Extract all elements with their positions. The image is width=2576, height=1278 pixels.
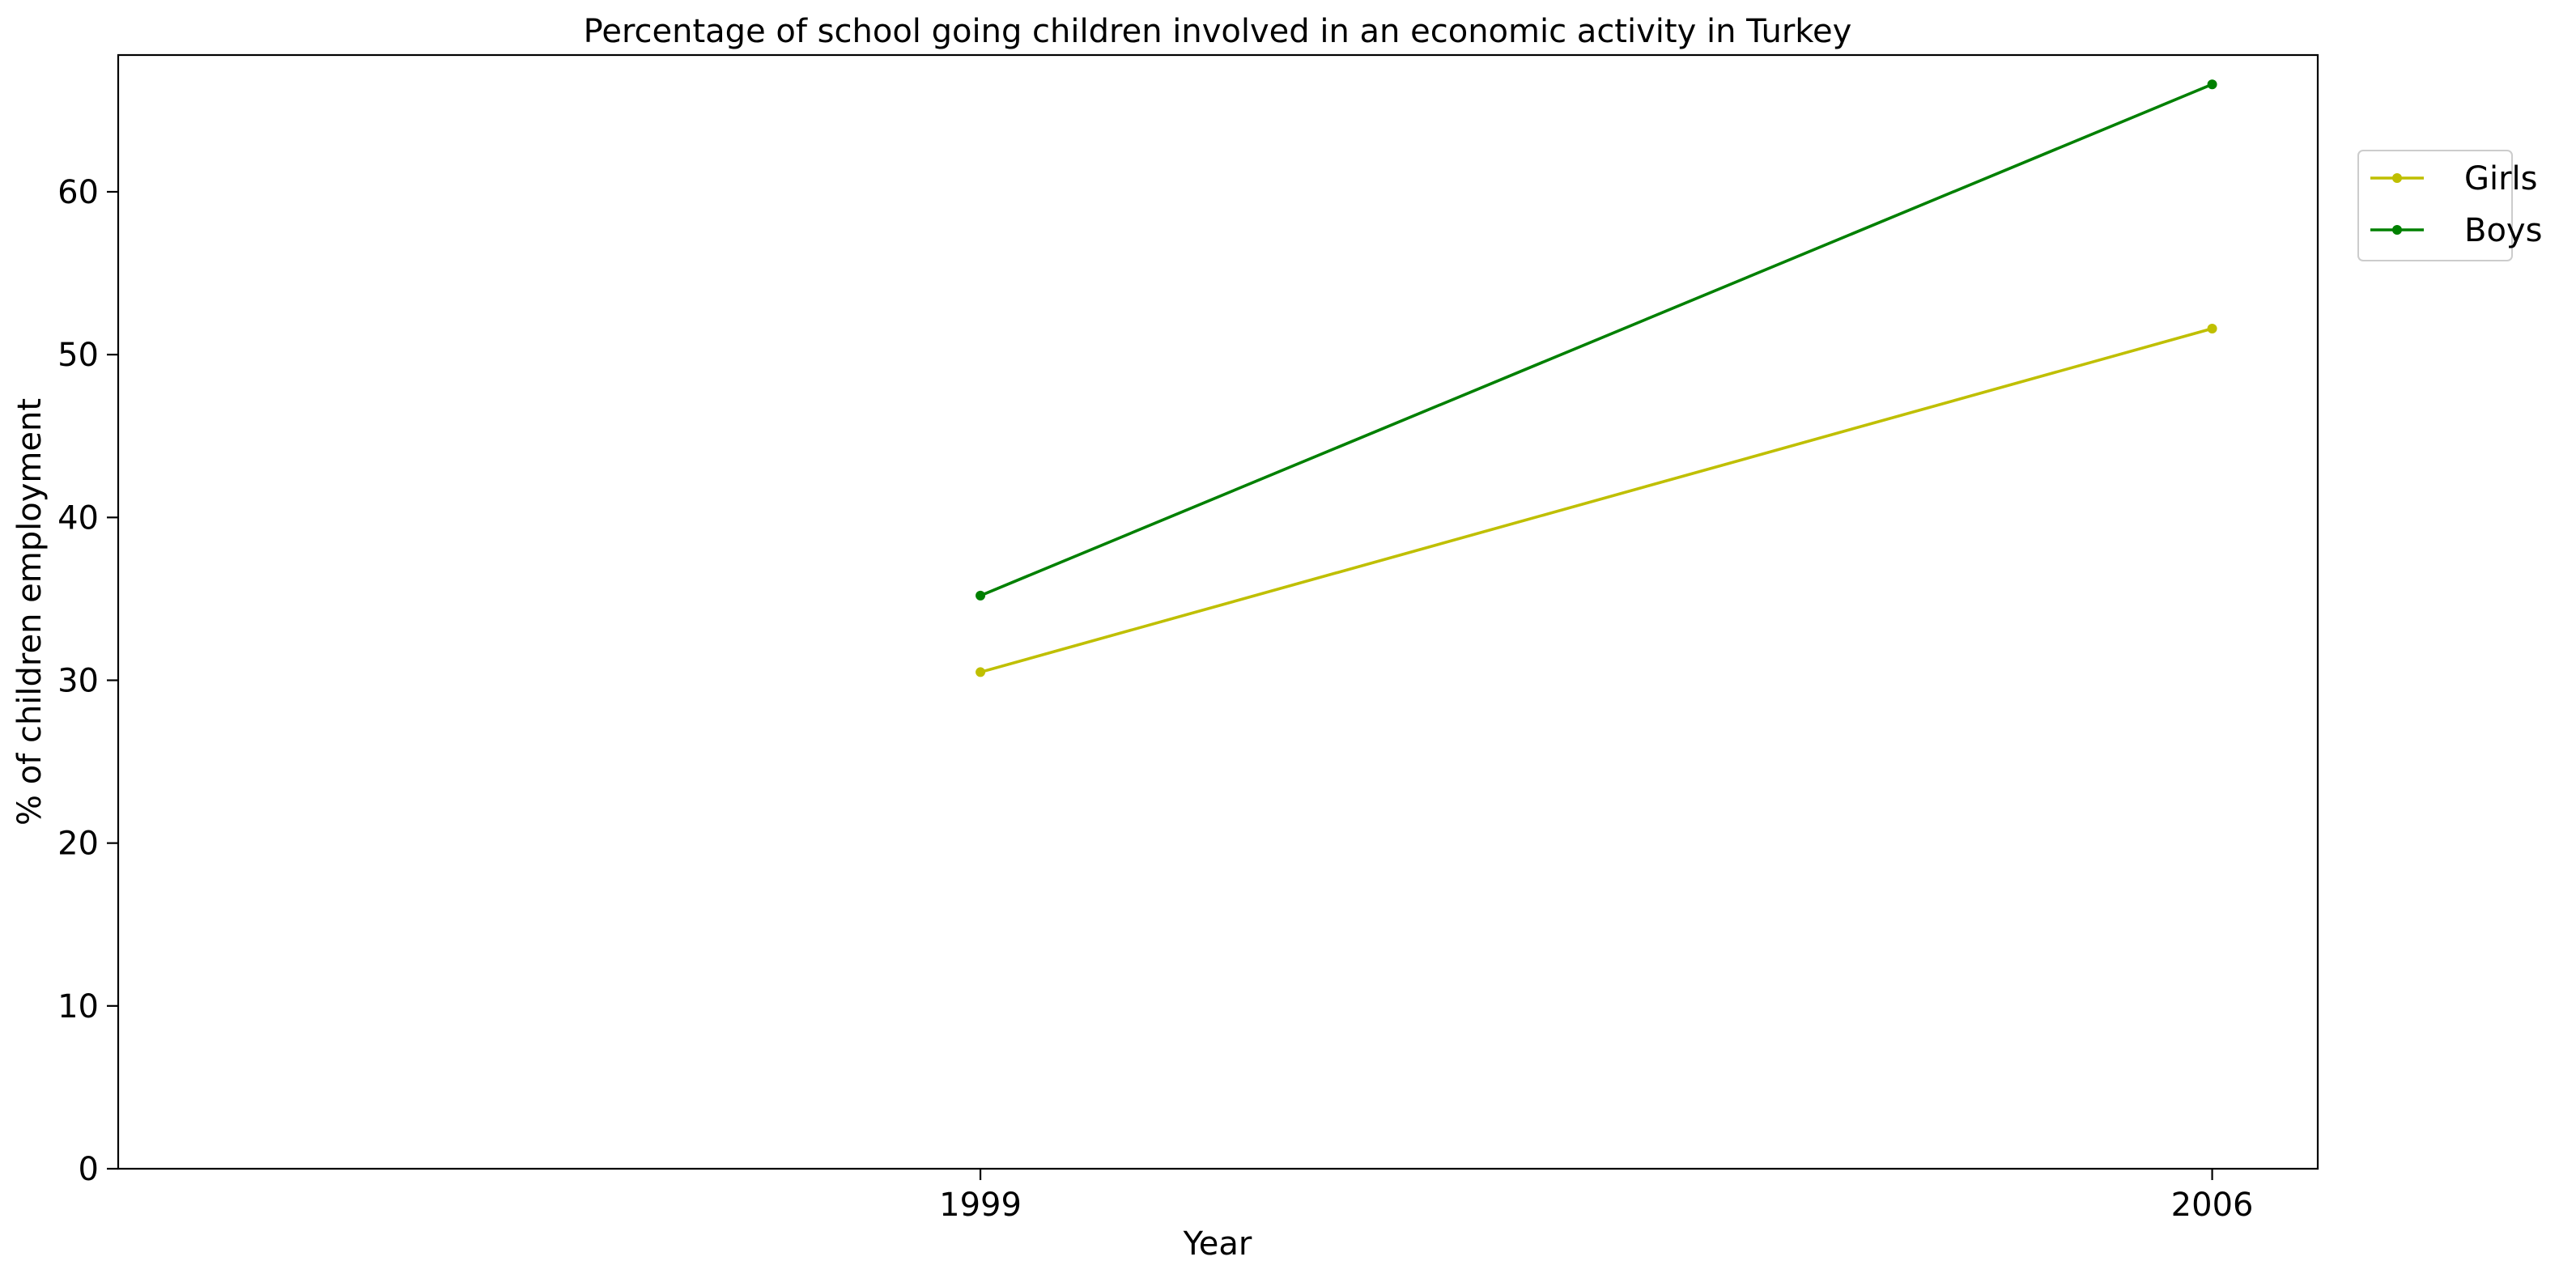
legend-marker-girls (2392, 173, 2402, 183)
legend-items: Girls Boys (2370, 160, 2542, 249)
y-tick-label: 10 (57, 988, 99, 1025)
chart-title: Percentage of school going children invo… (584, 13, 1852, 50)
y-axis: 0 10 20 30 40 50 60 (57, 174, 118, 1188)
y-axis-label: % of children employment (11, 398, 49, 826)
data-point-boys (976, 590, 986, 601)
data-point-girls (976, 667, 986, 677)
series-layer (976, 79, 2217, 677)
legend-marker-boys (2392, 225, 2402, 235)
legend-label-girls: Girls (2464, 160, 2538, 197)
data-point-girls (2207, 323, 2217, 333)
data-point-boys (2207, 79, 2217, 90)
legend: Girls Boys (2357, 150, 2542, 261)
series-line-boys (978, 82, 2214, 598)
x-axis: 1999 2006 (939, 1169, 2253, 1224)
y-tick-label: 20 (57, 826, 99, 863)
y-tick-label: 60 (57, 174, 99, 211)
y-tick-label: 0 (79, 1151, 99, 1188)
x-axis-label: Year (1183, 1225, 1252, 1263)
plot-frame (117, 53, 2319, 1170)
plot-area (117, 53, 2319, 1170)
series-line-girls (978, 326, 2214, 674)
legend-label-boys: Boys (2464, 212, 2542, 249)
y-tick-label: 30 (57, 662, 99, 699)
y-tick-label: 40 (57, 499, 99, 537)
x-tick-label: 2006 (2171, 1187, 2254, 1224)
y-tick-label: 50 (57, 337, 99, 374)
x-tick-label: 1999 (939, 1187, 1022, 1224)
